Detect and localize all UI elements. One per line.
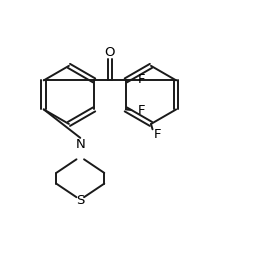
Text: S: S	[76, 194, 84, 207]
Text: F: F	[138, 104, 146, 117]
Text: F: F	[138, 72, 146, 86]
Text: O: O	[105, 46, 115, 59]
Text: N: N	[75, 138, 85, 151]
Text: F: F	[154, 128, 162, 141]
